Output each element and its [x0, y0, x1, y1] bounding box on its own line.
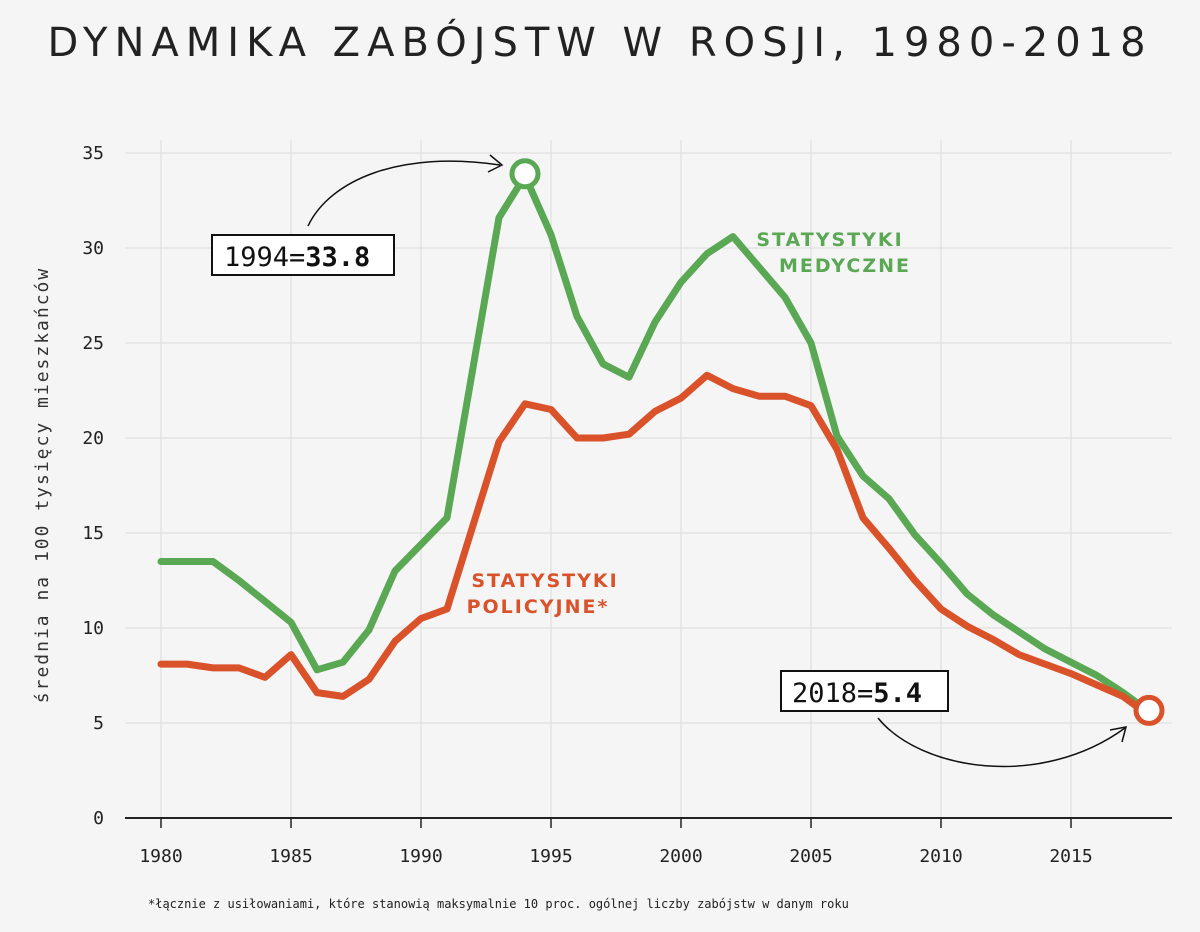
x-tick-label: 2005: [789, 846, 832, 867]
arrowhead-icon: [487, 154, 504, 173]
chart-title: DYNAMIKA ZABÓJSTW W ROSJI, 1980-2018: [47, 18, 1152, 66]
series-lines: [157, 172, 1153, 719]
y-tick-label: 20: [82, 428, 104, 449]
series-line-police: [157, 371, 1153, 719]
callout-1994: 1994=33.8: [224, 242, 370, 273]
y-tick-label: 25: [82, 333, 104, 354]
series-label-police-1: STATYSTYKI: [471, 570, 618, 592]
x-tick-label: 2015: [1049, 846, 1092, 867]
y-tick-label: 0: [93, 808, 104, 829]
series-label-police-2: POLICYJNE*: [467, 596, 610, 618]
series-label-medical-2: MEDYCZNE: [779, 255, 911, 277]
callout-2018-arrow: [877, 717, 1126, 768]
x-tick-label: 2000: [659, 846, 702, 867]
y-tick-label: 30: [82, 238, 104, 259]
x-axis-ticks: 1980 1985 1990 1995 2000 2005 2010 2015: [139, 846, 1092, 867]
series-label-medical-1: STATYSTYKI: [756, 229, 903, 251]
marker-2018: [1133, 694, 1165, 726]
y-tick-label: 5: [93, 713, 104, 734]
callout-1994-value: 33.8: [305, 242, 370, 273]
x-tick-label: 2010: [919, 846, 962, 867]
arrowhead-icon: [1109, 726, 1128, 743]
y-tick-label: 35: [82, 143, 104, 164]
y-tick-label: 15: [82, 523, 104, 544]
series-line-medical: [157, 172, 1153, 716]
footnote: *łącznie z usiłowaniami, które stanowią …: [148, 897, 849, 911]
highlight-markers: [509, 158, 1165, 726]
callout-2018: 2018=5.4: [792, 678, 922, 709]
callout-1994-box: [211, 234, 395, 276]
y-tick-label: 10: [82, 618, 104, 639]
marker-1994: [509, 158, 541, 190]
callout-1994-arrow: [307, 160, 501, 227]
x-tick-label: 1985: [269, 846, 312, 867]
y-axis-label: średnia na 100 tysięcy mieszkańców: [32, 267, 53, 703]
x-tick-label: 1995: [529, 846, 572, 867]
callout-2018-prefix: 2018=: [792, 678, 873, 709]
callout-2018-value: 5.4: [873, 678, 922, 709]
callout-1994-prefix: 1994=: [224, 242, 305, 273]
x-tick-label: 1980: [139, 846, 182, 867]
y-axis-ticks: 0 5 10 15 20 25 30 35: [82, 143, 104, 829]
callout-2018-box: [780, 670, 949, 712]
x-tick-label: 1990: [399, 846, 442, 867]
